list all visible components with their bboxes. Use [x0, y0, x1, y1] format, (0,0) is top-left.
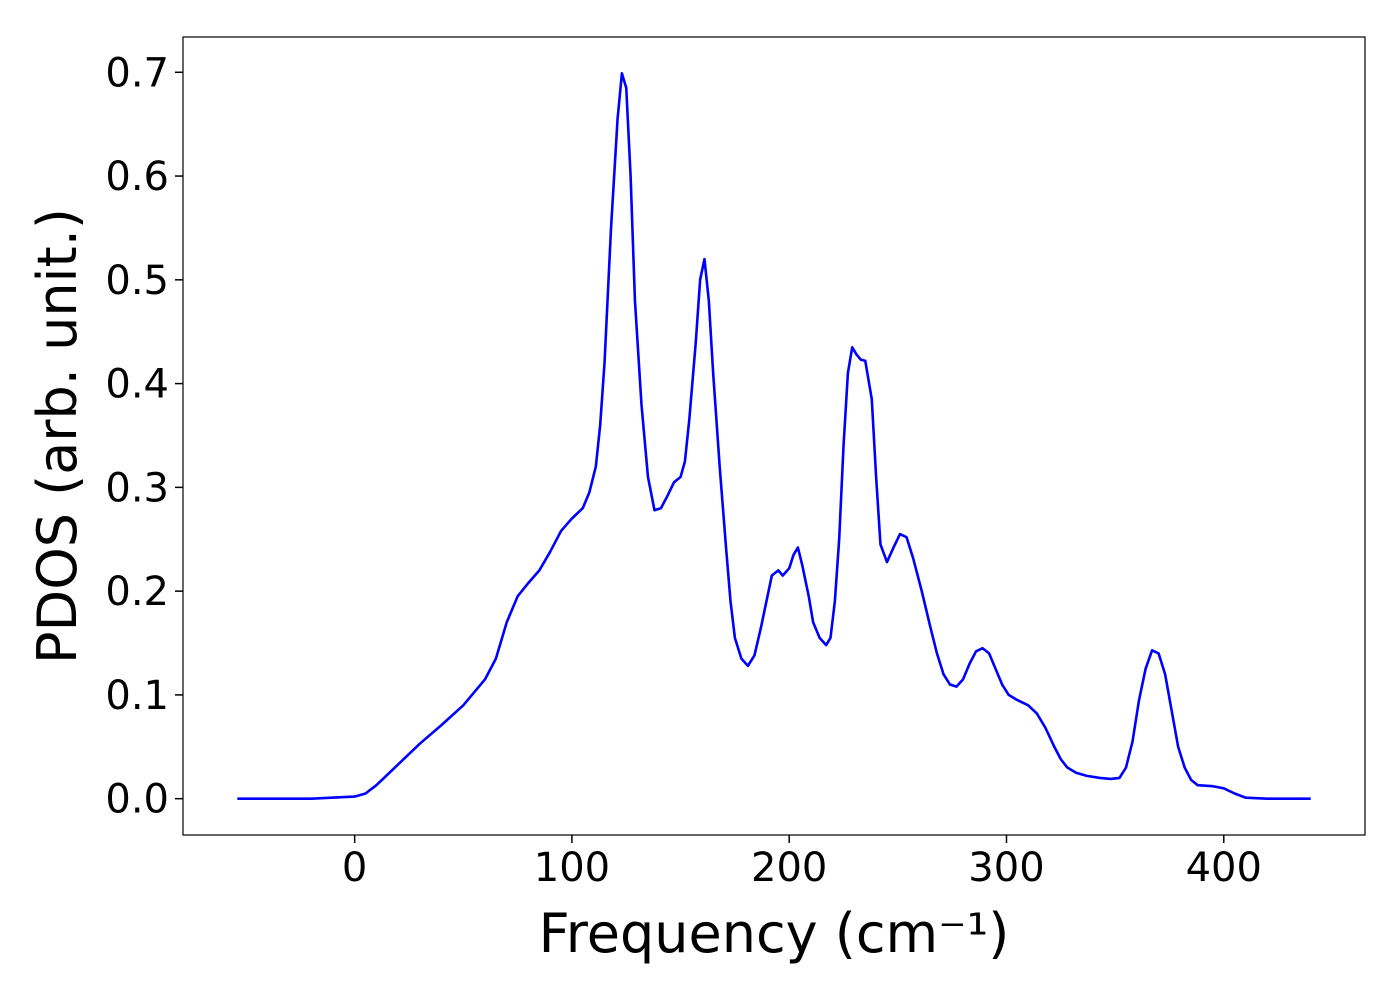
x-tick-label: 0 — [342, 845, 367, 891]
x-tick-label: 400 — [1186, 845, 1262, 891]
y-tick-label: 0.0 — [105, 777, 169, 823]
y-tick-label: 0.7 — [105, 50, 169, 96]
x-tick-label: 300 — [968, 845, 1044, 891]
x-tick-label: 200 — [751, 845, 827, 891]
y-axis-label: PDOS (arb. unit.) — [26, 208, 89, 664]
line — [237, 72, 1311, 800]
y-tick-label: 0.2 — [105, 569, 169, 615]
y-tick-label: 0.1 — [105, 673, 169, 719]
plot-frame — [182, 36, 1366, 836]
y-tick-label: 0.6 — [105, 154, 169, 200]
y-tick-label: 0.5 — [105, 258, 169, 304]
y-tick-label: 0.3 — [105, 465, 169, 511]
y-tick-label: 0.4 — [105, 362, 169, 408]
x-tick-label: 100 — [534, 845, 610, 891]
x-axis-label: Frequency (cm⁻¹) — [539, 902, 1010, 965]
